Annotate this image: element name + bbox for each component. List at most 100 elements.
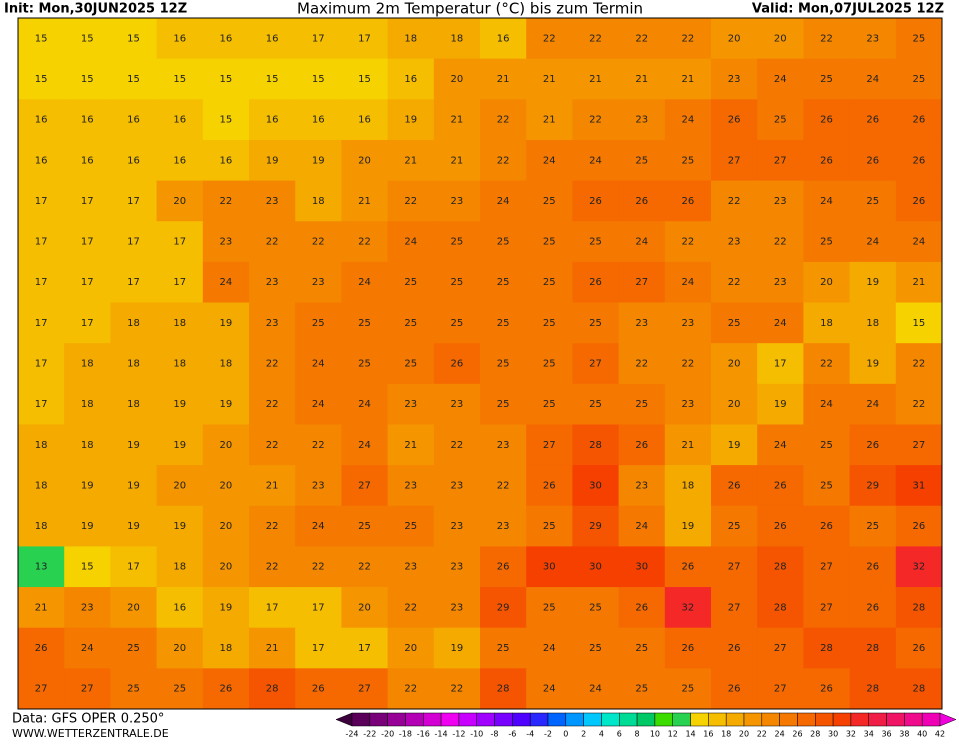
temperature-label: 27 bbox=[774, 643, 787, 654]
temperature-cell bbox=[64, 180, 111, 222]
temperature-label: 25 bbox=[682, 684, 695, 695]
temperature-cell bbox=[618, 139, 666, 182]
temperature-cell bbox=[202, 668, 250, 710]
temperature-cell bbox=[249, 18, 296, 60]
temperature-label: 25 bbox=[127, 643, 140, 654]
colorbar-tick-label: 6 bbox=[617, 730, 622, 739]
temperature-cell bbox=[895, 546, 943, 588]
temperature-label: 20 bbox=[820, 277, 833, 288]
temperature-label: 23 bbox=[451, 196, 464, 207]
temperature-cell bbox=[711, 221, 758, 263]
temperature-cell bbox=[295, 343, 342, 385]
temperature-cell bbox=[64, 383, 111, 425]
temperature-cell bbox=[618, 383, 666, 425]
temperature-cell bbox=[526, 383, 573, 425]
temperature-cell bbox=[202, 221, 250, 263]
temperature-label: 32 bbox=[913, 562, 926, 573]
temperature-label: 15 bbox=[127, 33, 140, 44]
colorbar-box bbox=[565, 712, 584, 727]
temperature-cell bbox=[110, 383, 158, 425]
temperature-cell bbox=[803, 668, 851, 710]
temperature-label: 26 bbox=[913, 115, 926, 126]
temperature-label: 18 bbox=[404, 33, 417, 44]
temperature-cell bbox=[803, 546, 851, 588]
temperature-cell bbox=[480, 58, 527, 100]
temperature-label: 26 bbox=[866, 602, 879, 613]
temperature-label: 23 bbox=[635, 318, 648, 329]
colorbar-box bbox=[832, 712, 852, 727]
temperature-cell bbox=[480, 383, 527, 425]
temperature-label: 15 bbox=[220, 74, 233, 85]
temperature-cell bbox=[202, 18, 250, 60]
temperature-cell bbox=[387, 383, 435, 425]
temperature-cell bbox=[433, 99, 481, 141]
temperature-label: 15 bbox=[913, 318, 926, 329]
colorbar-box bbox=[405, 712, 424, 727]
temperature-label: 25 bbox=[866, 196, 879, 207]
temperature-cell bbox=[757, 668, 804, 710]
temperature-label: 22 bbox=[312, 237, 325, 248]
temperature-cell bbox=[711, 99, 758, 141]
temperature-cell bbox=[664, 18, 712, 60]
temperature-cell bbox=[664, 424, 712, 466]
temperature-cell bbox=[618, 546, 666, 588]
temperature-cell bbox=[849, 627, 897, 669]
temperature-label: 22 bbox=[543, 33, 556, 44]
temperature-cell bbox=[664, 180, 712, 222]
colorbar-box bbox=[583, 712, 602, 727]
temperature-cell bbox=[18, 546, 65, 588]
temperature-cell bbox=[895, 505, 943, 547]
temperature-cell bbox=[18, 383, 65, 425]
temperature-label: 26 bbox=[913, 643, 926, 654]
temperature-label: 15 bbox=[312, 74, 325, 85]
temperature-cell bbox=[18, 343, 65, 385]
temperature-label: 18 bbox=[820, 318, 833, 329]
colorbar: -24 -22 -20 -18 -16 -14 -12 -10 -8 -6 -4 -2 0 2 4 6 8 10 1… bbox=[335, 712, 957, 739]
temperature-cell bbox=[572, 465, 620, 507]
temperature-label: 26 bbox=[820, 684, 833, 695]
temperature-label: 19 bbox=[127, 440, 140, 451]
temperature-cell bbox=[387, 546, 435, 588]
temperature-label: 16 bbox=[266, 33, 279, 44]
temperature-label: 23 bbox=[451, 399, 464, 410]
colorbar-tick-label: 18 bbox=[721, 730, 731, 739]
temperature-cell bbox=[526, 139, 573, 182]
temperature-cell bbox=[156, 180, 204, 222]
temperature-cell bbox=[110, 261, 158, 304]
temperature-label: 25 bbox=[543, 359, 556, 370]
temperature-label: 24 bbox=[358, 277, 371, 288]
temperature-cell bbox=[433, 505, 481, 547]
temperature-label: 19 bbox=[127, 480, 140, 491]
temperature-cell bbox=[618, 505, 666, 547]
temperature-cell bbox=[18, 139, 65, 182]
temperature-label: 19 bbox=[404, 115, 417, 126]
temperature-cell bbox=[849, 58, 897, 100]
temperature-cell bbox=[433, 465, 481, 507]
temperature-label: 20 bbox=[728, 359, 741, 370]
temperature-label: 25 bbox=[728, 318, 741, 329]
temperature-label: 25 bbox=[543, 521, 556, 532]
temperature-label: 20 bbox=[404, 643, 417, 654]
temperature-label: 25 bbox=[404, 359, 417, 370]
colorbar-box bbox=[440, 712, 460, 727]
temperature-cell bbox=[341, 139, 389, 182]
temperature-label: 27 bbox=[589, 359, 602, 370]
temperature-cell bbox=[757, 587, 804, 629]
temperature-label: 22 bbox=[635, 33, 648, 44]
temperature-label: 17 bbox=[312, 602, 325, 613]
temperature-cell bbox=[156, 18, 204, 60]
temperature-label: 19 bbox=[173, 521, 186, 532]
temperature-label: 25 bbox=[635, 155, 648, 166]
temperature-cell bbox=[156, 302, 204, 344]
temperature-label: 28 bbox=[866, 643, 879, 654]
temperature-label: 18 bbox=[127, 359, 140, 370]
temperature-cell bbox=[849, 587, 897, 629]
temperature-label: 22 bbox=[312, 562, 325, 573]
temperature-cell bbox=[433, 627, 481, 669]
temperature-label: 21 bbox=[404, 155, 417, 166]
temperature-cell bbox=[110, 343, 158, 385]
temperature-cell bbox=[618, 99, 666, 141]
temperature-label: 24 bbox=[312, 359, 325, 370]
temperature-label: 18 bbox=[173, 359, 186, 370]
temperature-label: 21 bbox=[635, 74, 648, 85]
